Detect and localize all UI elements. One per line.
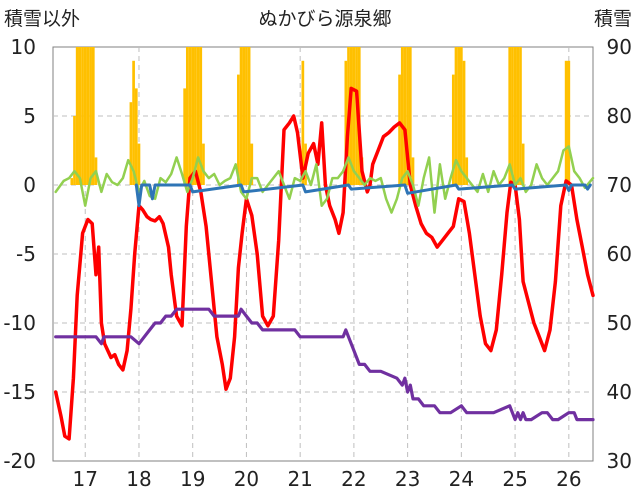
bar — [344, 60, 348, 185]
bar — [129, 102, 133, 185]
bar — [398, 74, 401, 185]
bar — [567, 60, 571, 185]
series-line-2 — [54, 307, 595, 422]
right-tick-label: 60 — [607, 242, 632, 266]
bar — [91, 47, 95, 185]
right-tick-label: 30 — [607, 449, 632, 473]
x-tick-label: 19 — [180, 467, 205, 491]
bar — [403, 47, 407, 185]
bar — [75, 47, 79, 185]
bar — [81, 47, 84, 185]
bar — [564, 60, 568, 185]
left-axis-label: 積雪以外 — [4, 8, 80, 30]
bar — [411, 157, 415, 185]
bar — [137, 143, 141, 185]
x-tick-label: 26 — [556, 467, 581, 491]
left-tick-label: -20 — [3, 449, 36, 473]
bar — [349, 47, 353, 185]
bar — [511, 47, 514, 185]
bar — [408, 47, 412, 185]
bar — [83, 47, 87, 185]
x-tick-label: 24 — [449, 467, 474, 491]
x-tick-label: 20 — [234, 467, 259, 491]
bar — [301, 60, 305, 185]
bar — [519, 47, 522, 185]
bar — [352, 47, 356, 185]
bar — [199, 47, 203, 185]
bar — [132, 60, 135, 185]
chart-title: ぬかびら源泉郷 — [258, 8, 391, 30]
left-tick-label: 5 — [23, 104, 36, 128]
bar — [516, 47, 520, 185]
x-axis-ticks: 17 18 19 20 21 22 23 24 25 26 — [73, 467, 582, 491]
bar — [513, 47, 517, 185]
bar — [521, 143, 525, 185]
series-lines — [53, 86, 595, 441]
bar — [183, 88, 186, 185]
bar — [237, 74, 240, 185]
bar — [191, 47, 195, 185]
x-tick-label: 18 — [126, 467, 151, 491]
bar — [454, 47, 458, 185]
left-tick-label: -10 — [3, 311, 36, 335]
right-axis-ticks: 90 80 70 60 50 40 30 — [607, 35, 632, 473]
bar — [451, 74, 455, 185]
bar — [400, 47, 404, 185]
x-tick-label: 22 — [341, 467, 366, 491]
x-tick-label: 25 — [502, 467, 527, 491]
right-tick-label: 50 — [607, 311, 632, 335]
right-tick-label: 90 — [607, 35, 632, 59]
left-axis-ticks: 10 5 0 -5 -10 -15 -20 — [3, 35, 36, 473]
bar — [245, 47, 248, 185]
right-tick-label: 70 — [607, 173, 632, 197]
left-tick-label: -15 — [3, 380, 36, 404]
bar — [462, 60, 466, 185]
bar — [239, 47, 243, 185]
right-tick-label: 40 — [607, 380, 632, 404]
bar — [194, 47, 197, 185]
series-line-1 — [54, 145, 595, 214]
left-tick-label: 10 — [11, 35, 36, 59]
bar — [242, 47, 246, 185]
bar — [465, 157, 469, 185]
bar — [406, 47, 409, 185]
bar — [457, 47, 461, 185]
bar — [89, 47, 92, 185]
bar — [78, 47, 82, 185]
bar — [73, 116, 76, 185]
right-tick-label: 80 — [607, 104, 632, 128]
series-line-0 — [53, 86, 595, 441]
bar — [70, 178, 74, 185]
bar — [202, 143, 205, 185]
x-tick-label: 23 — [395, 467, 420, 491]
x-tick-label: 21 — [287, 467, 312, 491]
bar — [86, 47, 90, 185]
bar — [250, 143, 254, 185]
bar — [247, 47, 251, 185]
bar — [196, 47, 200, 185]
series-line-3 — [134, 183, 592, 208]
bar — [460, 47, 463, 185]
bar — [134, 88, 138, 185]
left-tick-label: 0 — [23, 173, 36, 197]
x-tick-label: 17 — [73, 467, 98, 491]
right-axis-label: 積雪 — [594, 8, 632, 30]
bar — [185, 47, 189, 185]
precipitation-bars — [70, 47, 571, 185]
bar — [508, 47, 512, 185]
left-tick-label: -5 — [16, 242, 36, 266]
bar — [188, 47, 192, 185]
